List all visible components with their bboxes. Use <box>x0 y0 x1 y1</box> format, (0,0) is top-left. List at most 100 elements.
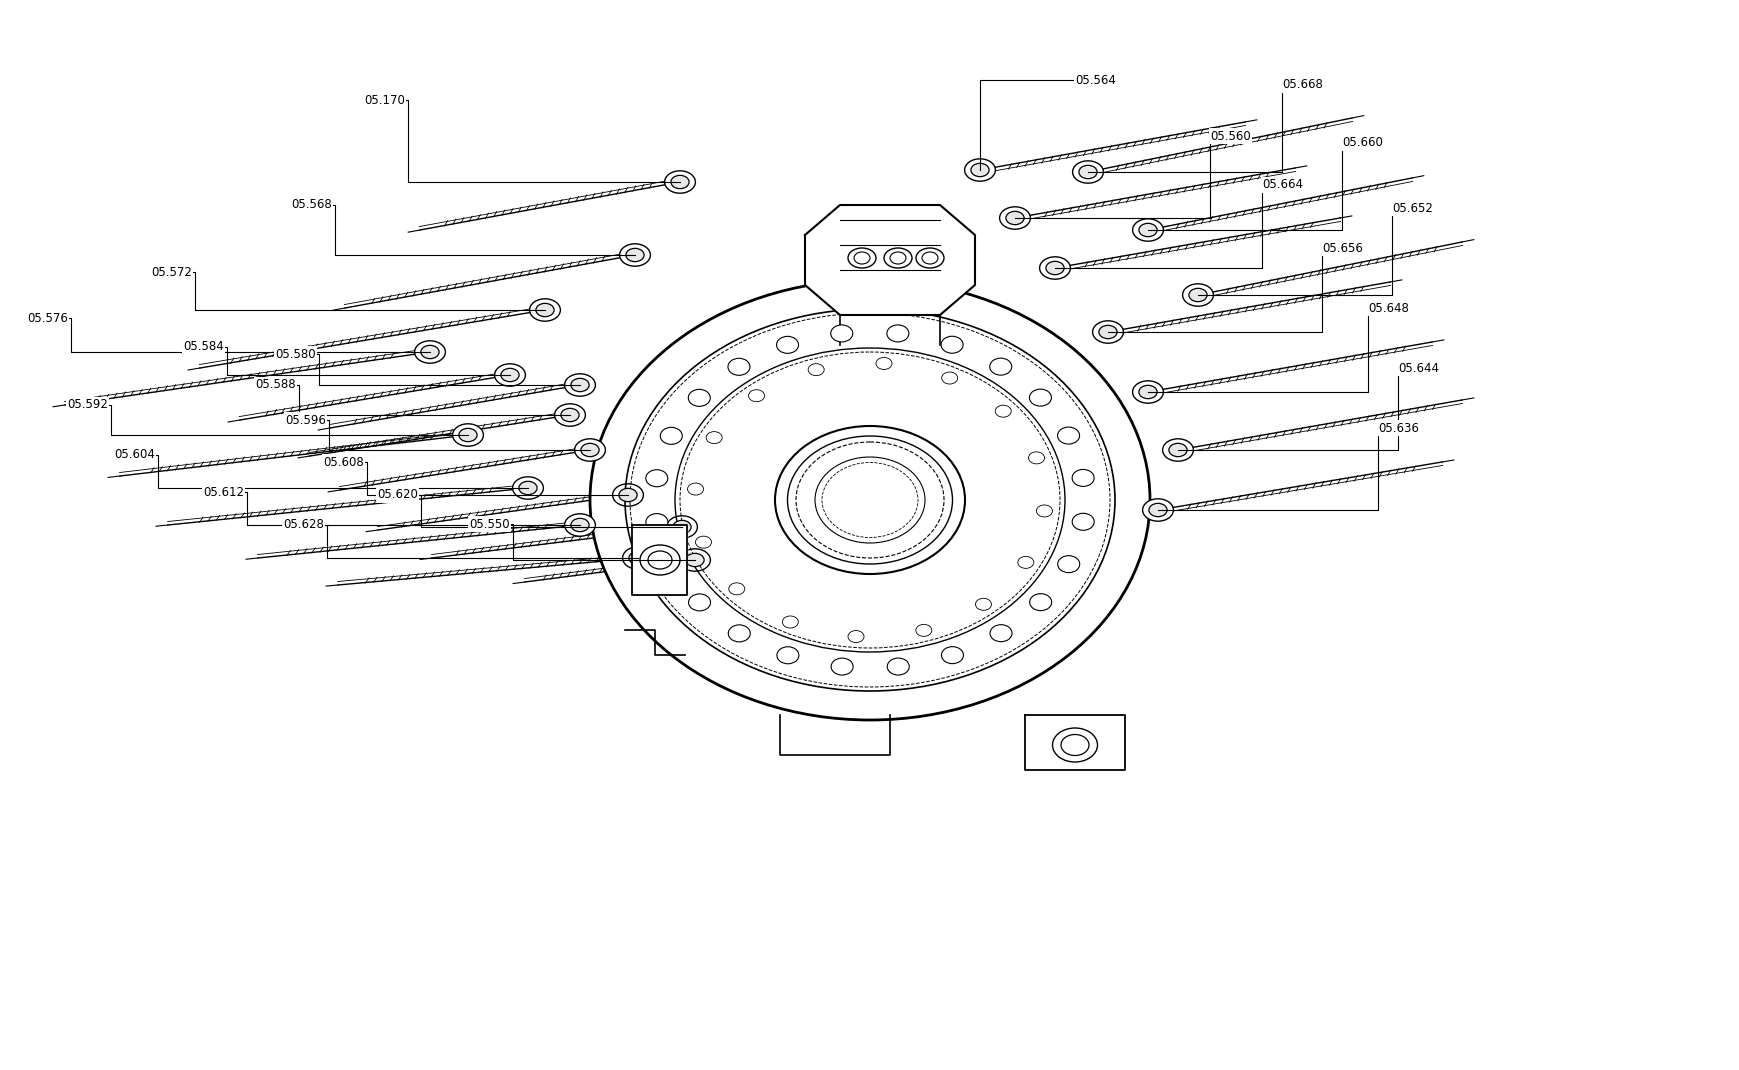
Ellipse shape <box>1038 257 1069 279</box>
Ellipse shape <box>687 483 703 495</box>
Text: 05.620: 05.620 <box>377 489 417 502</box>
Ellipse shape <box>619 488 636 502</box>
Text: 05.584: 05.584 <box>183 340 224 353</box>
Ellipse shape <box>623 547 654 569</box>
Ellipse shape <box>661 556 682 572</box>
Ellipse shape <box>529 299 560 321</box>
Ellipse shape <box>513 477 543 500</box>
Ellipse shape <box>963 158 995 181</box>
Ellipse shape <box>685 553 704 567</box>
Text: 05.592: 05.592 <box>68 398 108 412</box>
Ellipse shape <box>628 551 647 565</box>
Ellipse shape <box>590 280 1149 720</box>
Ellipse shape <box>970 164 988 177</box>
Ellipse shape <box>1029 594 1050 611</box>
Ellipse shape <box>689 389 710 407</box>
Ellipse shape <box>1132 381 1163 403</box>
Ellipse shape <box>501 368 518 382</box>
Ellipse shape <box>727 358 750 376</box>
Polygon shape <box>631 525 687 595</box>
Ellipse shape <box>1071 470 1094 487</box>
Ellipse shape <box>1052 728 1097 762</box>
Ellipse shape <box>570 518 590 532</box>
Ellipse shape <box>536 304 553 317</box>
Ellipse shape <box>619 244 650 266</box>
Ellipse shape <box>452 424 483 446</box>
Text: 05.170: 05.170 <box>363 93 405 107</box>
Ellipse shape <box>1139 385 1156 399</box>
Ellipse shape <box>729 625 750 642</box>
Ellipse shape <box>941 336 963 353</box>
Ellipse shape <box>1092 321 1123 343</box>
Ellipse shape <box>706 431 722 444</box>
Text: 05.568: 05.568 <box>290 199 332 212</box>
Ellipse shape <box>776 646 798 663</box>
Ellipse shape <box>875 357 892 369</box>
Ellipse shape <box>1071 160 1103 183</box>
Polygon shape <box>805 205 974 315</box>
Ellipse shape <box>830 325 852 342</box>
Ellipse shape <box>1188 288 1207 302</box>
Text: 05.656: 05.656 <box>1322 242 1362 255</box>
Ellipse shape <box>1028 452 1043 464</box>
Ellipse shape <box>696 536 711 548</box>
Text: 05.668: 05.668 <box>1282 78 1322 92</box>
Ellipse shape <box>1017 556 1033 568</box>
Ellipse shape <box>555 403 584 426</box>
Ellipse shape <box>941 372 956 384</box>
Ellipse shape <box>998 207 1029 229</box>
Ellipse shape <box>671 175 689 188</box>
Ellipse shape <box>673 520 690 534</box>
Ellipse shape <box>887 325 908 342</box>
Text: 05.608: 05.608 <box>323 456 363 469</box>
Text: 05.564: 05.564 <box>1075 74 1115 87</box>
Ellipse shape <box>941 646 963 663</box>
Ellipse shape <box>689 594 710 611</box>
Ellipse shape <box>563 373 595 396</box>
Ellipse shape <box>748 389 763 401</box>
Ellipse shape <box>776 336 798 353</box>
Ellipse shape <box>421 346 438 358</box>
Ellipse shape <box>774 426 965 574</box>
Text: 05.596: 05.596 <box>285 413 325 427</box>
Ellipse shape <box>612 484 643 506</box>
Ellipse shape <box>563 514 595 536</box>
Text: 05.572: 05.572 <box>151 265 191 278</box>
Ellipse shape <box>976 598 991 610</box>
Ellipse shape <box>581 443 598 457</box>
Ellipse shape <box>831 658 852 675</box>
Ellipse shape <box>1132 218 1163 241</box>
Ellipse shape <box>494 364 525 386</box>
Ellipse shape <box>989 625 1012 642</box>
Text: 05.550: 05.550 <box>470 518 510 531</box>
Ellipse shape <box>518 482 537 494</box>
Text: 05.580: 05.580 <box>275 348 316 361</box>
Ellipse shape <box>1005 212 1024 225</box>
Ellipse shape <box>989 358 1010 376</box>
Ellipse shape <box>1099 325 1116 338</box>
Text: 05.628: 05.628 <box>283 519 323 532</box>
Text: 05.652: 05.652 <box>1391 201 1431 214</box>
Ellipse shape <box>1139 224 1156 236</box>
Ellipse shape <box>915 248 944 268</box>
Ellipse shape <box>915 625 932 637</box>
Ellipse shape <box>883 248 911 268</box>
Ellipse shape <box>659 427 682 444</box>
Ellipse shape <box>1057 555 1080 572</box>
Ellipse shape <box>459 428 476 442</box>
Ellipse shape <box>645 514 668 531</box>
Ellipse shape <box>995 406 1010 417</box>
Text: 05.588: 05.588 <box>256 379 296 392</box>
Ellipse shape <box>1183 284 1212 306</box>
Ellipse shape <box>783 616 798 628</box>
Text: 05.660: 05.660 <box>1341 137 1383 150</box>
Text: 05.576: 05.576 <box>28 311 68 324</box>
Ellipse shape <box>1169 443 1186 457</box>
Ellipse shape <box>1057 427 1078 444</box>
Text: 05.560: 05.560 <box>1209 129 1250 142</box>
Ellipse shape <box>645 470 668 487</box>
Ellipse shape <box>807 364 824 376</box>
Ellipse shape <box>1045 261 1064 275</box>
Ellipse shape <box>1078 166 1097 179</box>
Ellipse shape <box>626 248 643 262</box>
